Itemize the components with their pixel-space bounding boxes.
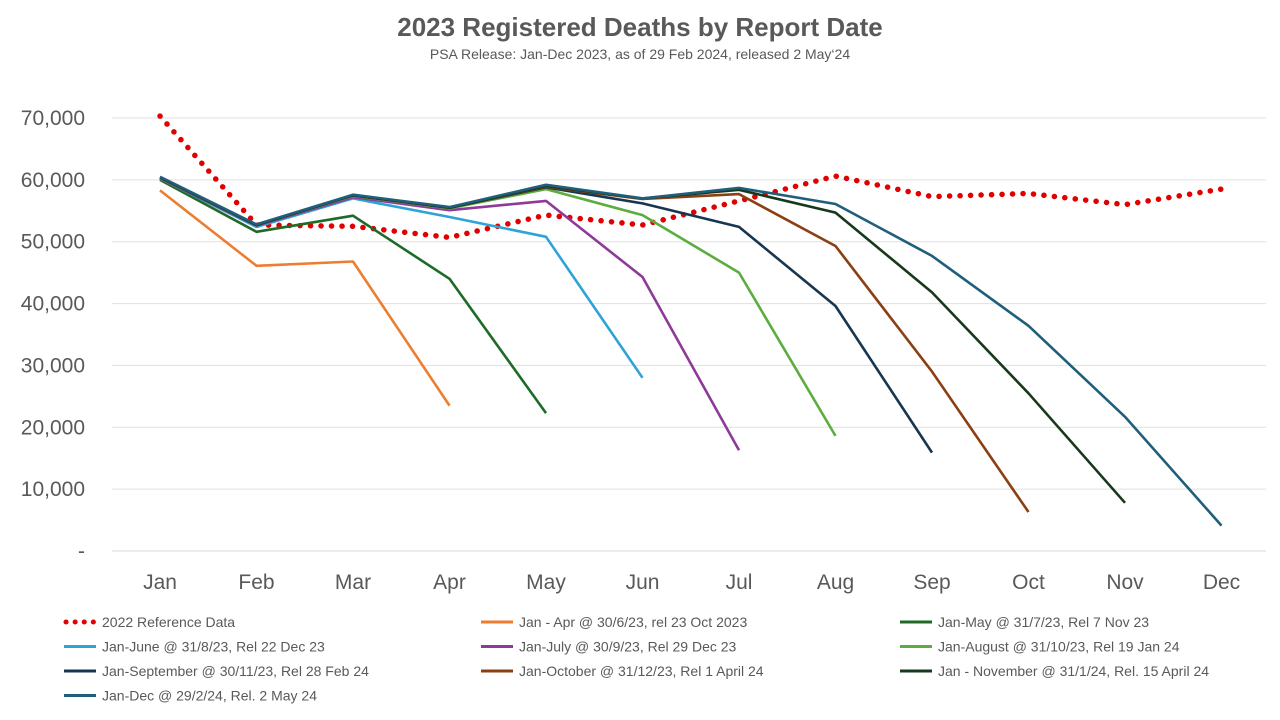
x-tick-label: Jan: [143, 571, 177, 594]
x-tick-label: Aug: [817, 571, 854, 594]
legend-label: Jan - Apr @ 30/6/23, rel 23 Oct 2023: [519, 614, 747, 630]
legend-item: Jan-May @ 31/7/23, Rel 7 Nov 23: [900, 614, 1149, 630]
chart-title: 2023 Registered Deaths by Report Date: [397, 12, 883, 42]
x-tick-label: Sep: [913, 571, 950, 594]
y-tick-label: 70,000: [21, 107, 85, 130]
legend-label: Jan-September @ 30/11/23, Rel 28 Feb 24: [102, 663, 369, 679]
legend-label: 2022 Reference Data: [102, 614, 235, 630]
legend-item: Jan-July @ 30/9/23, Rel 29 Dec 23: [481, 639, 737, 655]
y-tick-label: -: [78, 540, 85, 563]
series-line: [159, 177, 644, 379]
legend-item: Jan-September @ 30/11/23, Rel 28 Feb 24: [64, 663, 369, 679]
y-tick-label: 10,000: [21, 478, 85, 501]
legend-item: Jan-Dec @ 29/2/24, Rel. 2 May 24: [64, 688, 317, 704]
x-tick-label: Apr: [433, 571, 466, 594]
y-axis: - 10,000 20,000 30,000 40,000 50,000 60,000 70,…: [21, 107, 85, 563]
x-tick-label: Dec: [1203, 571, 1240, 594]
y-tick-label: 20,000: [21, 416, 85, 439]
legend-label: Jan-October @ 31/12/23, Rel 1 April 24: [519, 663, 764, 679]
legend-item: Jan-August @ 31/10/23, Rel 19 Jan 24: [900, 639, 1180, 655]
x-tick-label: Oct: [1012, 571, 1045, 594]
series-line: [157, 113, 1225, 241]
x-tick-label: May: [526, 571, 566, 594]
y-tick-label: 50,000: [21, 231, 85, 254]
y-tick-label: 30,000: [21, 354, 85, 377]
x-tick-label: Jul: [726, 571, 753, 594]
gridlines: [112, 117, 1266, 552]
x-axis: Jan Feb Mar Apr May Jun Jul Aug Sep Oct Nov Dec: [143, 571, 1240, 594]
series-line: [159, 175, 1223, 527]
legend-item: Jan-June @ 31/8/23, Rel 22 Dec 23: [64, 639, 325, 655]
series-line: [159, 178, 548, 414]
x-tick-label: Mar: [335, 571, 371, 594]
legend-label: Jan-July @ 30/9/23, Rel 29 Dec 23: [519, 639, 737, 655]
legend-label: Jan-August @ 31/10/23, Rel 19 Jan 24: [938, 639, 1180, 655]
legend-label: Jan - November @ 31/1/24, Rel. 15 April …: [938, 663, 1209, 679]
chart-subtitle: PSA Release: Jan-Dec 2023, as of 29 Feb …: [429, 46, 851, 62]
series-line: [159, 189, 451, 407]
y-tick-label: 60,000: [21, 169, 85, 192]
legend-item: Jan-October @ 31/12/23, Rel 1 April 24: [481, 663, 764, 679]
y-tick-label: 40,000: [21, 293, 85, 316]
series-lines: [157, 113, 1225, 527]
legend: 2022 Reference Data Jan - Apr @ 30/6/23, …: [63, 614, 1209, 704]
legend-label: Jan-June @ 31/8/23, Rel 22 Dec 23: [102, 639, 325, 655]
legend-item: 2022 Reference Data: [63, 614, 235, 630]
series-line: [159, 176, 837, 437]
legend-item: Jan - November @ 31/1/24, Rel. 15 April …: [900, 663, 1209, 679]
legend-item: Jan - Apr @ 30/6/23, rel 23 Oct 2023: [481, 614, 747, 630]
legend-label: Jan-Dec @ 29/2/24, Rel. 2 May 24: [102, 688, 317, 704]
x-tick-label: Nov: [1106, 571, 1144, 594]
legend-label: Jan-May @ 31/7/23, Rel 7 Nov 23: [938, 614, 1149, 630]
x-tick-label: Feb: [238, 571, 274, 594]
x-tick-label: Jun: [626, 571, 660, 594]
